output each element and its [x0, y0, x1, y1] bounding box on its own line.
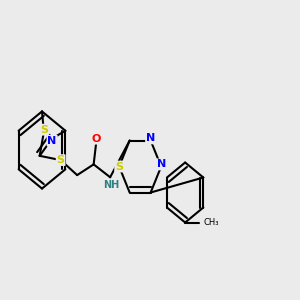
Text: S: S [57, 155, 65, 165]
Text: S: S [40, 125, 48, 135]
Text: N: N [146, 134, 155, 143]
Text: N: N [157, 159, 166, 170]
Text: S: S [115, 161, 123, 172]
Text: NH: NH [103, 180, 120, 190]
Text: N: N [47, 136, 57, 146]
Text: CH₃: CH₃ [203, 218, 219, 227]
Text: O: O [92, 134, 101, 144]
